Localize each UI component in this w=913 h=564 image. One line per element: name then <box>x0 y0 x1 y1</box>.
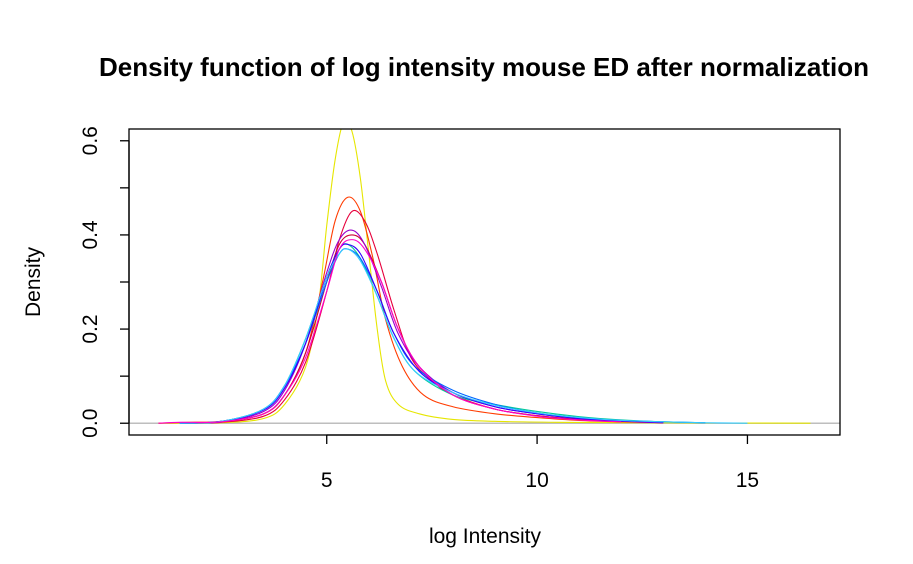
density-line-2 <box>158 196 664 424</box>
density-line-9 <box>179 248 748 424</box>
density-line-5 <box>179 229 664 424</box>
y-tick-label: 0.6 <box>79 126 102 155</box>
plot-area <box>128 128 841 436</box>
y-tick-label: 0.2 <box>79 314 102 343</box>
density-line-3 <box>179 209 664 424</box>
y-axis-label: Density <box>22 246 45 317</box>
density-line-10 <box>158 239 622 424</box>
plot-frame <box>128 128 841 436</box>
series-layer <box>158 129 811 424</box>
x-axis: 5 10 15 <box>321 434 759 492</box>
x-tick-label: 5 <box>321 469 333 492</box>
density-line-6 <box>179 243 706 424</box>
density-line-1 <box>158 129 811 424</box>
density-line-7 <box>179 248 706 424</box>
x-tick-label: 15 <box>736 469 759 492</box>
x-axis-label: log Intensity <box>429 525 542 548</box>
chart-title: Density function of log intensity mouse … <box>99 52 869 82</box>
y-tick-label: 0.0 <box>79 409 102 438</box>
density-line-8 <box>179 243 664 424</box>
y-axis: 0.0 0.2 0.4 0.6 <box>79 126 130 438</box>
y-tick-label: 0.4 <box>79 220 102 250</box>
x-tick-label: 10 <box>525 469 548 492</box>
